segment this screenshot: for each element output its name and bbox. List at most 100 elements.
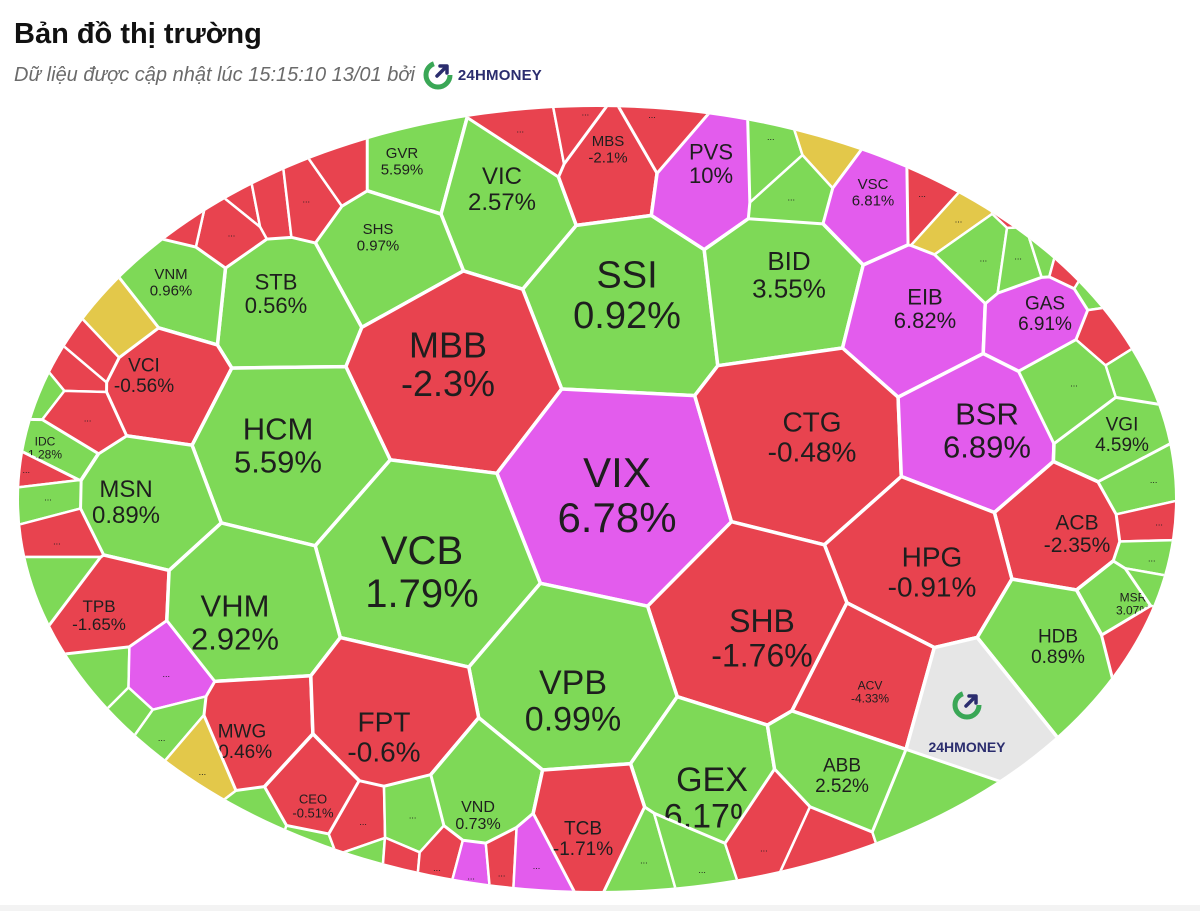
- ticker-symbol: VIX: [583, 449, 651, 496]
- minor-cell-label: ...: [355, 874, 363, 884]
- brand-link[interactable]: 24HMONEY: [423, 60, 542, 90]
- ticker-change: -0.56%: [114, 376, 174, 397]
- cell-minor-shape: [871, 748, 1175, 891]
- ticker-change: 6.78%: [557, 494, 676, 541]
- ticker-symbol: IDC: [35, 435, 56, 449]
- cell-mbb[interactable]: MBB-2.3%: [344, 269, 564, 476]
- ticker-change: -2.35%: [1044, 534, 1111, 557]
- ticker-symbol: SHS: [363, 221, 394, 238]
- cell-minor[interactable]: ...: [41, 389, 128, 455]
- minor-cell-label: ...: [52, 349, 60, 359]
- ticker-change: -1.65%: [72, 615, 126, 634]
- 24hmoney-logo-icon: [952, 690, 982, 720]
- cell-minor[interactable]: ...: [197, 785, 288, 911]
- ticker-symbol: HDB: [1038, 627, 1078, 648]
- ticker-symbol: PVS: [689, 139, 733, 164]
- ticker-symbol: BID: [767, 246, 810, 276]
- cell-minor[interactable]: ...: [378, 836, 421, 911]
- ticker-symbol: MWG: [218, 722, 267, 743]
- cell-shb[interactable]: SHB-1.76%: [645, 519, 849, 727]
- brand-name: 24HMONEY: [928, 739, 1006, 755]
- cell-minor-shape: [41, 389, 128, 455]
- cell-minor[interactable]: ...: [0, 645, 131, 818]
- cell-minor[interactable]: ...: [1104, 305, 1200, 412]
- minor-cell-label: ...: [1113, 172, 1121, 182]
- minor-cell-label: ...: [27, 606, 35, 616]
- cell-minor[interactable]: ...: [549, 95, 615, 165]
- ticker-change: -0.6%: [347, 737, 420, 768]
- minor-cell-label: ...: [1043, 241, 1051, 251]
- cell-fpt[interactable]: FPT-0.6%: [309, 635, 481, 789]
- ticker-change: -4.33%: [851, 691, 889, 705]
- ticker-symbol: HPG: [902, 542, 963, 573]
- ticker-symbol: MBB: [409, 325, 487, 366]
- cell-minor-shape: [949, 107, 1164, 192]
- ticker-symbol: HCM: [243, 411, 314, 446]
- minor-cell-label: ...: [640, 856, 648, 866]
- minor-cell-label: ...: [199, 767, 207, 777]
- minor-cell-label: ...: [433, 863, 441, 873]
- minor-cell-label: ...: [393, 865, 401, 875]
- ticker-change: 3.55%: [752, 274, 826, 304]
- cell-minor[interactable]: ...: [990, 104, 1153, 230]
- cell-minor[interactable]: ...: [0, 95, 211, 249]
- minor-cell-label: ...: [84, 413, 92, 423]
- ticker-symbol: GEX: [676, 761, 748, 799]
- ticker-change: 2.52%: [815, 776, 869, 797]
- minor-cell-label: ...: [648, 110, 656, 120]
- ticker-change: 1.79%: [365, 572, 478, 616]
- cell-minor[interactable]: ...: [1100, 604, 1200, 896]
- ticker-change: 6.81%: [852, 192, 895, 209]
- ticker-symbol: TCB: [564, 819, 602, 840]
- minor-cell-label: ...: [53, 311, 61, 321]
- cell-minor[interactable]: ...: [0, 778, 223, 911]
- ticker-symbol: MSR: [1120, 591, 1147, 605]
- cell-minor-shape: [19, 645, 131, 818]
- ticker-symbol: FPT: [358, 707, 411, 738]
- minor-cell-label: ...: [949, 138, 957, 148]
- ticker-change: 6.91%: [1018, 314, 1072, 335]
- cell-minor[interactable]: ...: [949, 95, 1164, 192]
- minor-cell-label: ...: [533, 861, 541, 871]
- cell-minor[interactable]: ...: [1048, 95, 1194, 290]
- ticker-symbol: EIB: [907, 284, 942, 309]
- cell-minor-shape: [19, 107, 211, 249]
- cell-minor-shape: [19, 778, 223, 891]
- cell-minor[interactable]: ...: [747, 153, 834, 225]
- ticker-change: -1.76%: [711, 637, 812, 673]
- cell-minor[interactable]: ...: [1112, 538, 1200, 583]
- cell-minor[interactable]: ...: [1017, 338, 1117, 445]
- cell-minor[interactable]: ...: [484, 826, 518, 911]
- minor-cell-label: ...: [22, 465, 30, 475]
- cell-minor-shape: [197, 785, 288, 891]
- cell-minor[interactable]: ...: [1073, 95, 1200, 312]
- ticker-symbol: BSR: [955, 396, 1019, 431]
- ticker-change: 5.59%: [381, 161, 424, 178]
- minor-cell-label: ...: [826, 128, 834, 138]
- cell-minor[interactable]: ...: [254, 824, 338, 911]
- minor-cell-label: ...: [163, 669, 171, 679]
- ticker-symbol: ABB: [823, 756, 861, 777]
- ticker-change: 0.99%: [525, 700, 621, 738]
- cell-minor[interactable]: ...: [510, 812, 586, 911]
- cell-acv[interactable]: ACV-4.33%: [790, 601, 937, 752]
- cell-minor[interactable]: ...: [0, 686, 155, 830]
- cell-minor[interactable]: ...: [611, 95, 726, 175]
- minor-cell-label: ...: [1155, 518, 1163, 528]
- minor-cell-label: ...: [517, 125, 525, 135]
- ticker-symbol: VIC: [482, 163, 522, 190]
- ticker-change: 2.92%: [191, 621, 279, 656]
- cell-ctg[interactable]: CTG-0.48%: [692, 346, 904, 547]
- minor-cell-label: ...: [228, 228, 236, 238]
- cell-minor[interactable]: ...: [871, 748, 1200, 911]
- ticker-change: 0.97%: [357, 237, 400, 254]
- ticker-change: 6.89%: [943, 429, 1031, 464]
- ticker-symbol: SHB: [729, 603, 795, 639]
